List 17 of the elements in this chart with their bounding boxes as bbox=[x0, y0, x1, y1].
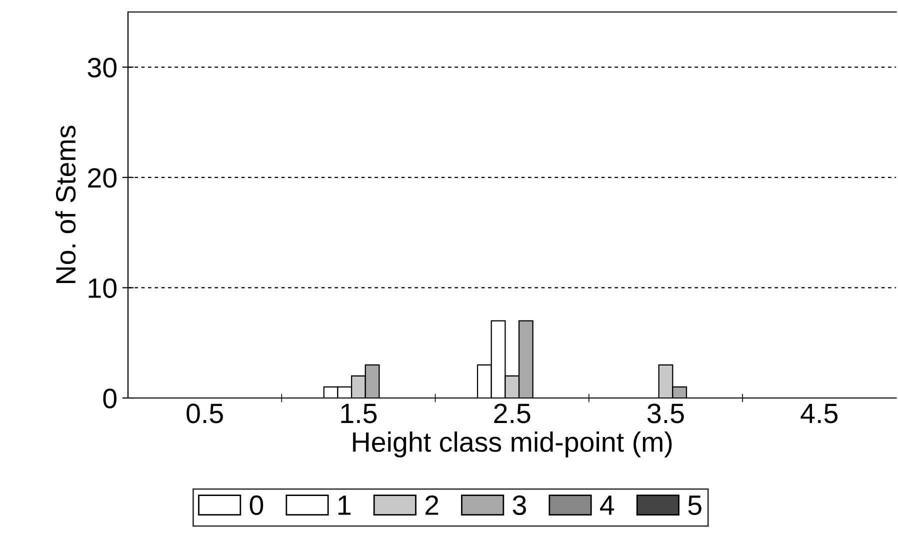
x-tick-label: 4.5 bbox=[800, 404, 838, 424]
legend-label: 3 bbox=[512, 495, 526, 516]
legend-label: 2 bbox=[425, 495, 438, 515]
x-tick-label: 1.5 bbox=[341, 404, 377, 424]
x-tick-label: 3.5 bbox=[647, 404, 684, 424]
legend-label: 5 bbox=[688, 496, 702, 516]
y-tick-label: 0 bbox=[103, 388, 116, 408]
y-tick-label: 10 bbox=[88, 278, 116, 298]
legend-label: 4 bbox=[600, 496, 614, 515]
legend-label: 1 bbox=[338, 496, 351, 515]
y-axis-title: No. of Stems bbox=[55, 126, 76, 283]
y-tick-label: 30 bbox=[88, 58, 116, 78]
x-axis-title: Height class mid-point (m) bbox=[353, 432, 672, 458]
y-tick-label: 20 bbox=[88, 168, 116, 188]
x-tick-label: 2.5 bbox=[494, 404, 530, 424]
legend-label: 0 bbox=[250, 495, 264, 516]
x-tick-label: 0.5 bbox=[186, 404, 223, 424]
